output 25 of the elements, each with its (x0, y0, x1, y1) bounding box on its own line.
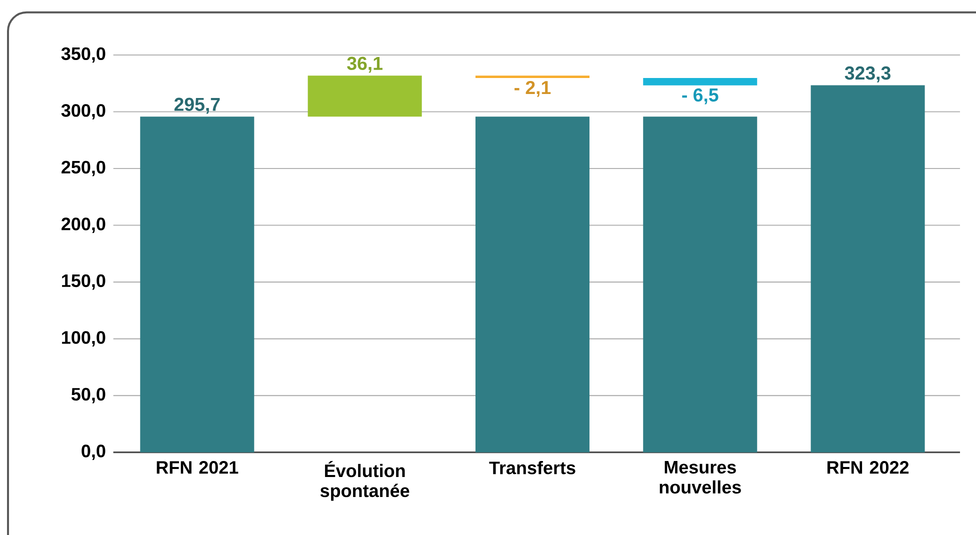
bar (643, 116, 758, 452)
y-tick-label: 50,0 (71, 388, 106, 404)
bar (475, 116, 590, 452)
data-label: 323,3 (844, 66, 890, 82)
bar (308, 76, 422, 117)
y-tick-label: 250,0 (62, 160, 106, 176)
y-tick-label: 300,0 (61, 104, 106, 120)
data-label: - 2,1 (514, 80, 551, 97)
y-tick-label: 100,0 (62, 331, 106, 346)
bar (810, 85, 925, 452)
y-tick-label: 0,0 (82, 444, 106, 460)
data-label: 295,7 (174, 98, 220, 114)
data-label: - 6,5 (682, 88, 718, 104)
x-tick-label: RFN 2022 (827, 461, 909, 474)
y-tick-label: 350,0 (61, 47, 106, 63)
bar (643, 78, 758, 86)
bar (140, 116, 254, 452)
x-tick-label: RFN 2021 (156, 461, 238, 474)
data-label: 36,1 (347, 56, 382, 73)
x-tick-label: Évolution spontanée (320, 461, 410, 501)
bar (475, 76, 590, 78)
x-tick-label: Mesures nouvelles (660, 461, 741, 494)
y-tick-label: 150,0 (62, 274, 106, 290)
x-tick-label: Transferts (489, 461, 576, 474)
y-tick-label: 200,0 (62, 218, 106, 233)
